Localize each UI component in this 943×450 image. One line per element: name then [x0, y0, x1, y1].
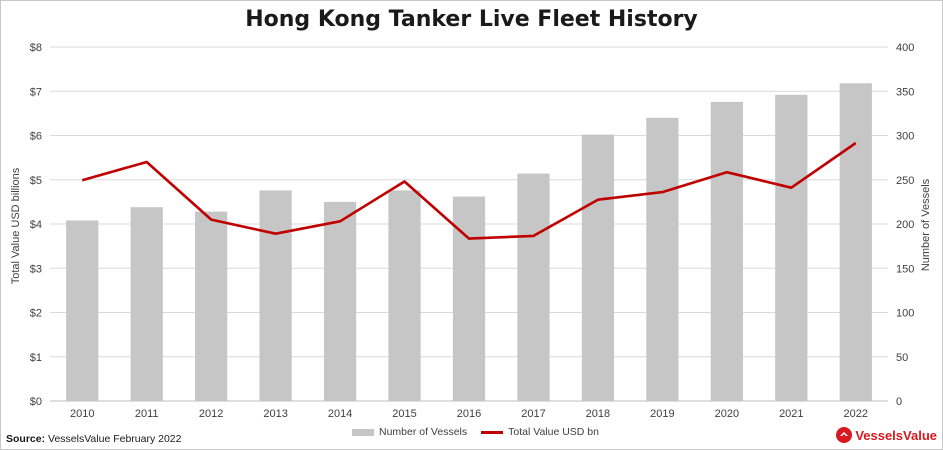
- left-tick-label: $8: [30, 42, 42, 54]
- x-tick-label: 2019: [650, 408, 674, 420]
- bar-2017: [517, 173, 550, 401]
- x-tick-label: 2018: [586, 408, 610, 420]
- right-tick-label: 200: [896, 219, 914, 231]
- right-tick-label: 50: [896, 352, 908, 364]
- x-tick-label: 2013: [263, 408, 287, 420]
- x-tick-label: 2012: [199, 408, 223, 420]
- bar-2010: [66, 220, 99, 401]
- x-tick-label: 2017: [521, 408, 545, 420]
- right-axis-ticks: 0 50 100 150 200 250 300 350 400: [896, 42, 914, 408]
- source-note: Source: VesselsValue February 2022: [6, 433, 182, 445]
- vesselsvalue-logo-icon: [836, 427, 853, 443]
- bar-2014: [323, 201, 357, 401]
- x-tick-label: 2014: [328, 408, 352, 420]
- legend-label-value: Total Value USD bn: [508, 426, 599, 438]
- right-tick-label: 250: [896, 175, 914, 187]
- legend-label-vessels: Number of Vessels: [379, 426, 468, 438]
- right-tick-label: 350: [896, 86, 914, 98]
- right-tick-label: 100: [896, 308, 914, 320]
- brand-name: VesselsValue: [855, 427, 937, 443]
- value-line: [81, 141, 857, 240]
- bar-2020: [710, 101, 743, 402]
- right-tick-label: 0: [896, 396, 902, 408]
- bar-2015: [388, 190, 421, 401]
- source-label: Source:: [6, 433, 46, 445]
- legend-swatch-line: [481, 430, 504, 434]
- bar-2012: [195, 211, 228, 401]
- gridlines: [50, 46, 888, 402]
- left-tick-label: $5: [30, 175, 42, 187]
- bar-2022: [839, 83, 872, 401]
- x-axis-ticks: 2010 2011 2012 2013 2014 2015 2016 2017 2018 2019…: [70, 408, 868, 420]
- x-tick-label: 2022: [844, 408, 868, 420]
- left-tick-label: $2: [30, 308, 42, 320]
- legend-item-value: Total Value USD bn: [481, 426, 599, 438]
- bar-2013: [259, 190, 292, 401]
- left-tick-label: $1: [30, 352, 42, 364]
- right-tick-label: 400: [896, 42, 914, 54]
- bar-series: [66, 83, 872, 402]
- bar-2021: [775, 94, 808, 401]
- chart-title: Hong Kong Tanker Live Fleet History: [245, 7, 698, 32]
- source-text: VesselsValue February 2022: [48, 433, 182, 445]
- bar-2018: [581, 134, 615, 402]
- x-tick-label: 2015: [392, 408, 416, 420]
- left-tick-label: $3: [30, 263, 42, 275]
- left-tick-label: $0: [30, 396, 42, 408]
- bar-2011: [130, 207, 163, 401]
- legend: Number of Vessels Total Value USD bn: [352, 426, 613, 438]
- left-tick-label: $6: [30, 131, 42, 143]
- x-tick-label: 2016: [457, 408, 481, 420]
- x-tick-label: 2011: [135, 408, 159, 420]
- right-tick-label: 300: [896, 131, 914, 143]
- bar-2019: [646, 117, 679, 402]
- x-tick-label: 2010: [70, 408, 94, 420]
- legend-item-vessels: Number of Vessels: [352, 426, 467, 438]
- left-tick-label: $4: [30, 219, 42, 231]
- x-tick-label: 2020: [715, 408, 739, 420]
- left-axis-ticks: $0 $1 $2 $3 $4 $5 $6 $7 $8: [30, 42, 42, 408]
- right-tick-label: 150: [896, 263, 914, 275]
- brand-logo: VesselsValue: [836, 427, 937, 443]
- legend-swatch-bar: [352, 428, 374, 436]
- left-tick-label: $7: [30, 86, 42, 98]
- x-tick-label: 2021: [779, 408, 803, 420]
